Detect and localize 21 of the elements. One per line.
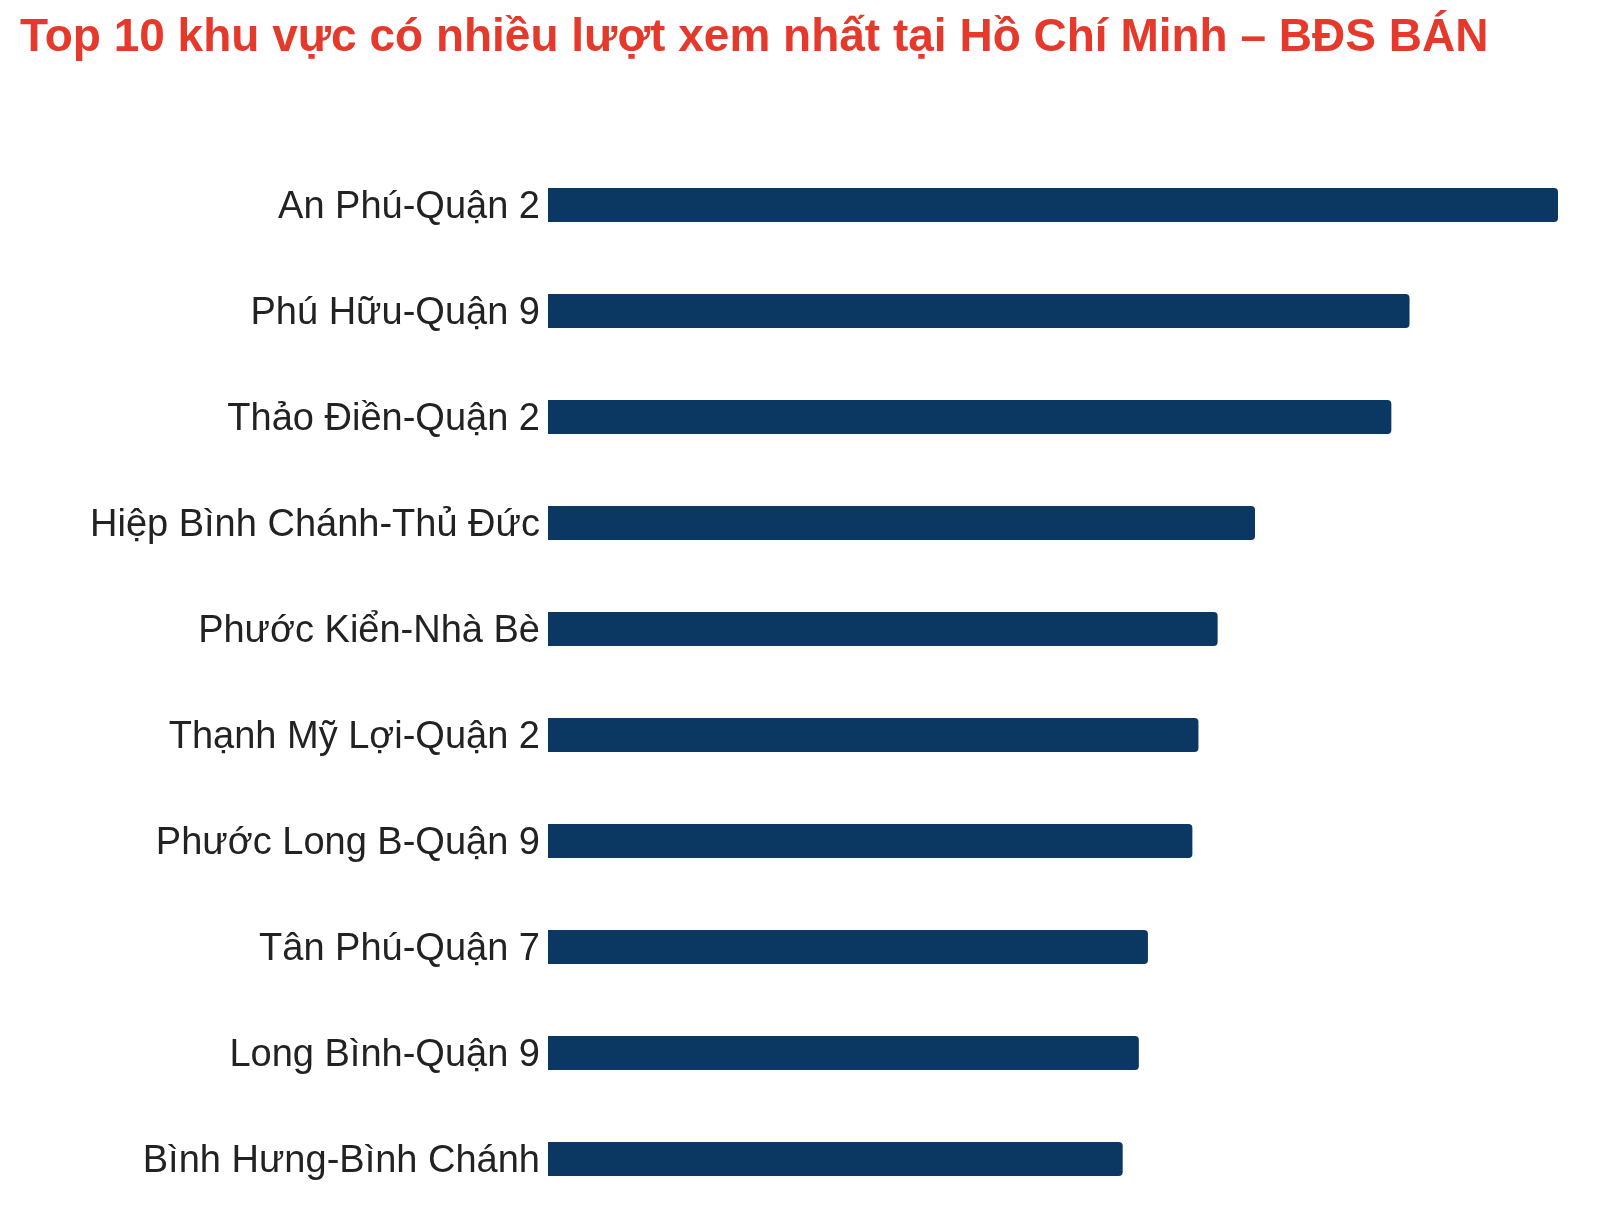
y-tick-label: Phước Kiển-Nhà Bè [198, 608, 540, 651]
bar [548, 1036, 1139, 1071]
y-tick-label: Phú Hữu-Quận 9 [250, 290, 540, 333]
bar [548, 930, 1148, 965]
y-tick-label: An Phú-Quận 2 [278, 184, 540, 227]
y-tick-label: Tân Phú-Quận 7 [259, 926, 540, 969]
y-tick-label: Thạnh Mỹ Lợi-Quận 2 [168, 714, 540, 757]
y-tick-label: Hiệp Bình Chánh-Thủ Đức [90, 502, 540, 545]
y-tick-label: Phước Long B-Quận 9 [155, 820, 540, 863]
bar [548, 718, 1199, 753]
bar [548, 400, 1392, 435]
bar [548, 824, 1193, 859]
bar [548, 612, 1218, 647]
y-tick-label: Bình Hưng-Bình Chánh [142, 1138, 540, 1181]
y-tick-label: Long Bình-Quận 9 [229, 1032, 540, 1075]
bar [548, 188, 1558, 223]
y-tick-label: Thảo Điền-Quận 2 [227, 396, 540, 439]
bar [548, 506, 1255, 541]
chart-title: Top 10 khu vực có nhiều lượt xem nhất tại Hồ Chí Minh – BĐS BÁN [20, 8, 1490, 62]
bar [548, 294, 1410, 329]
bar [548, 1142, 1123, 1177]
